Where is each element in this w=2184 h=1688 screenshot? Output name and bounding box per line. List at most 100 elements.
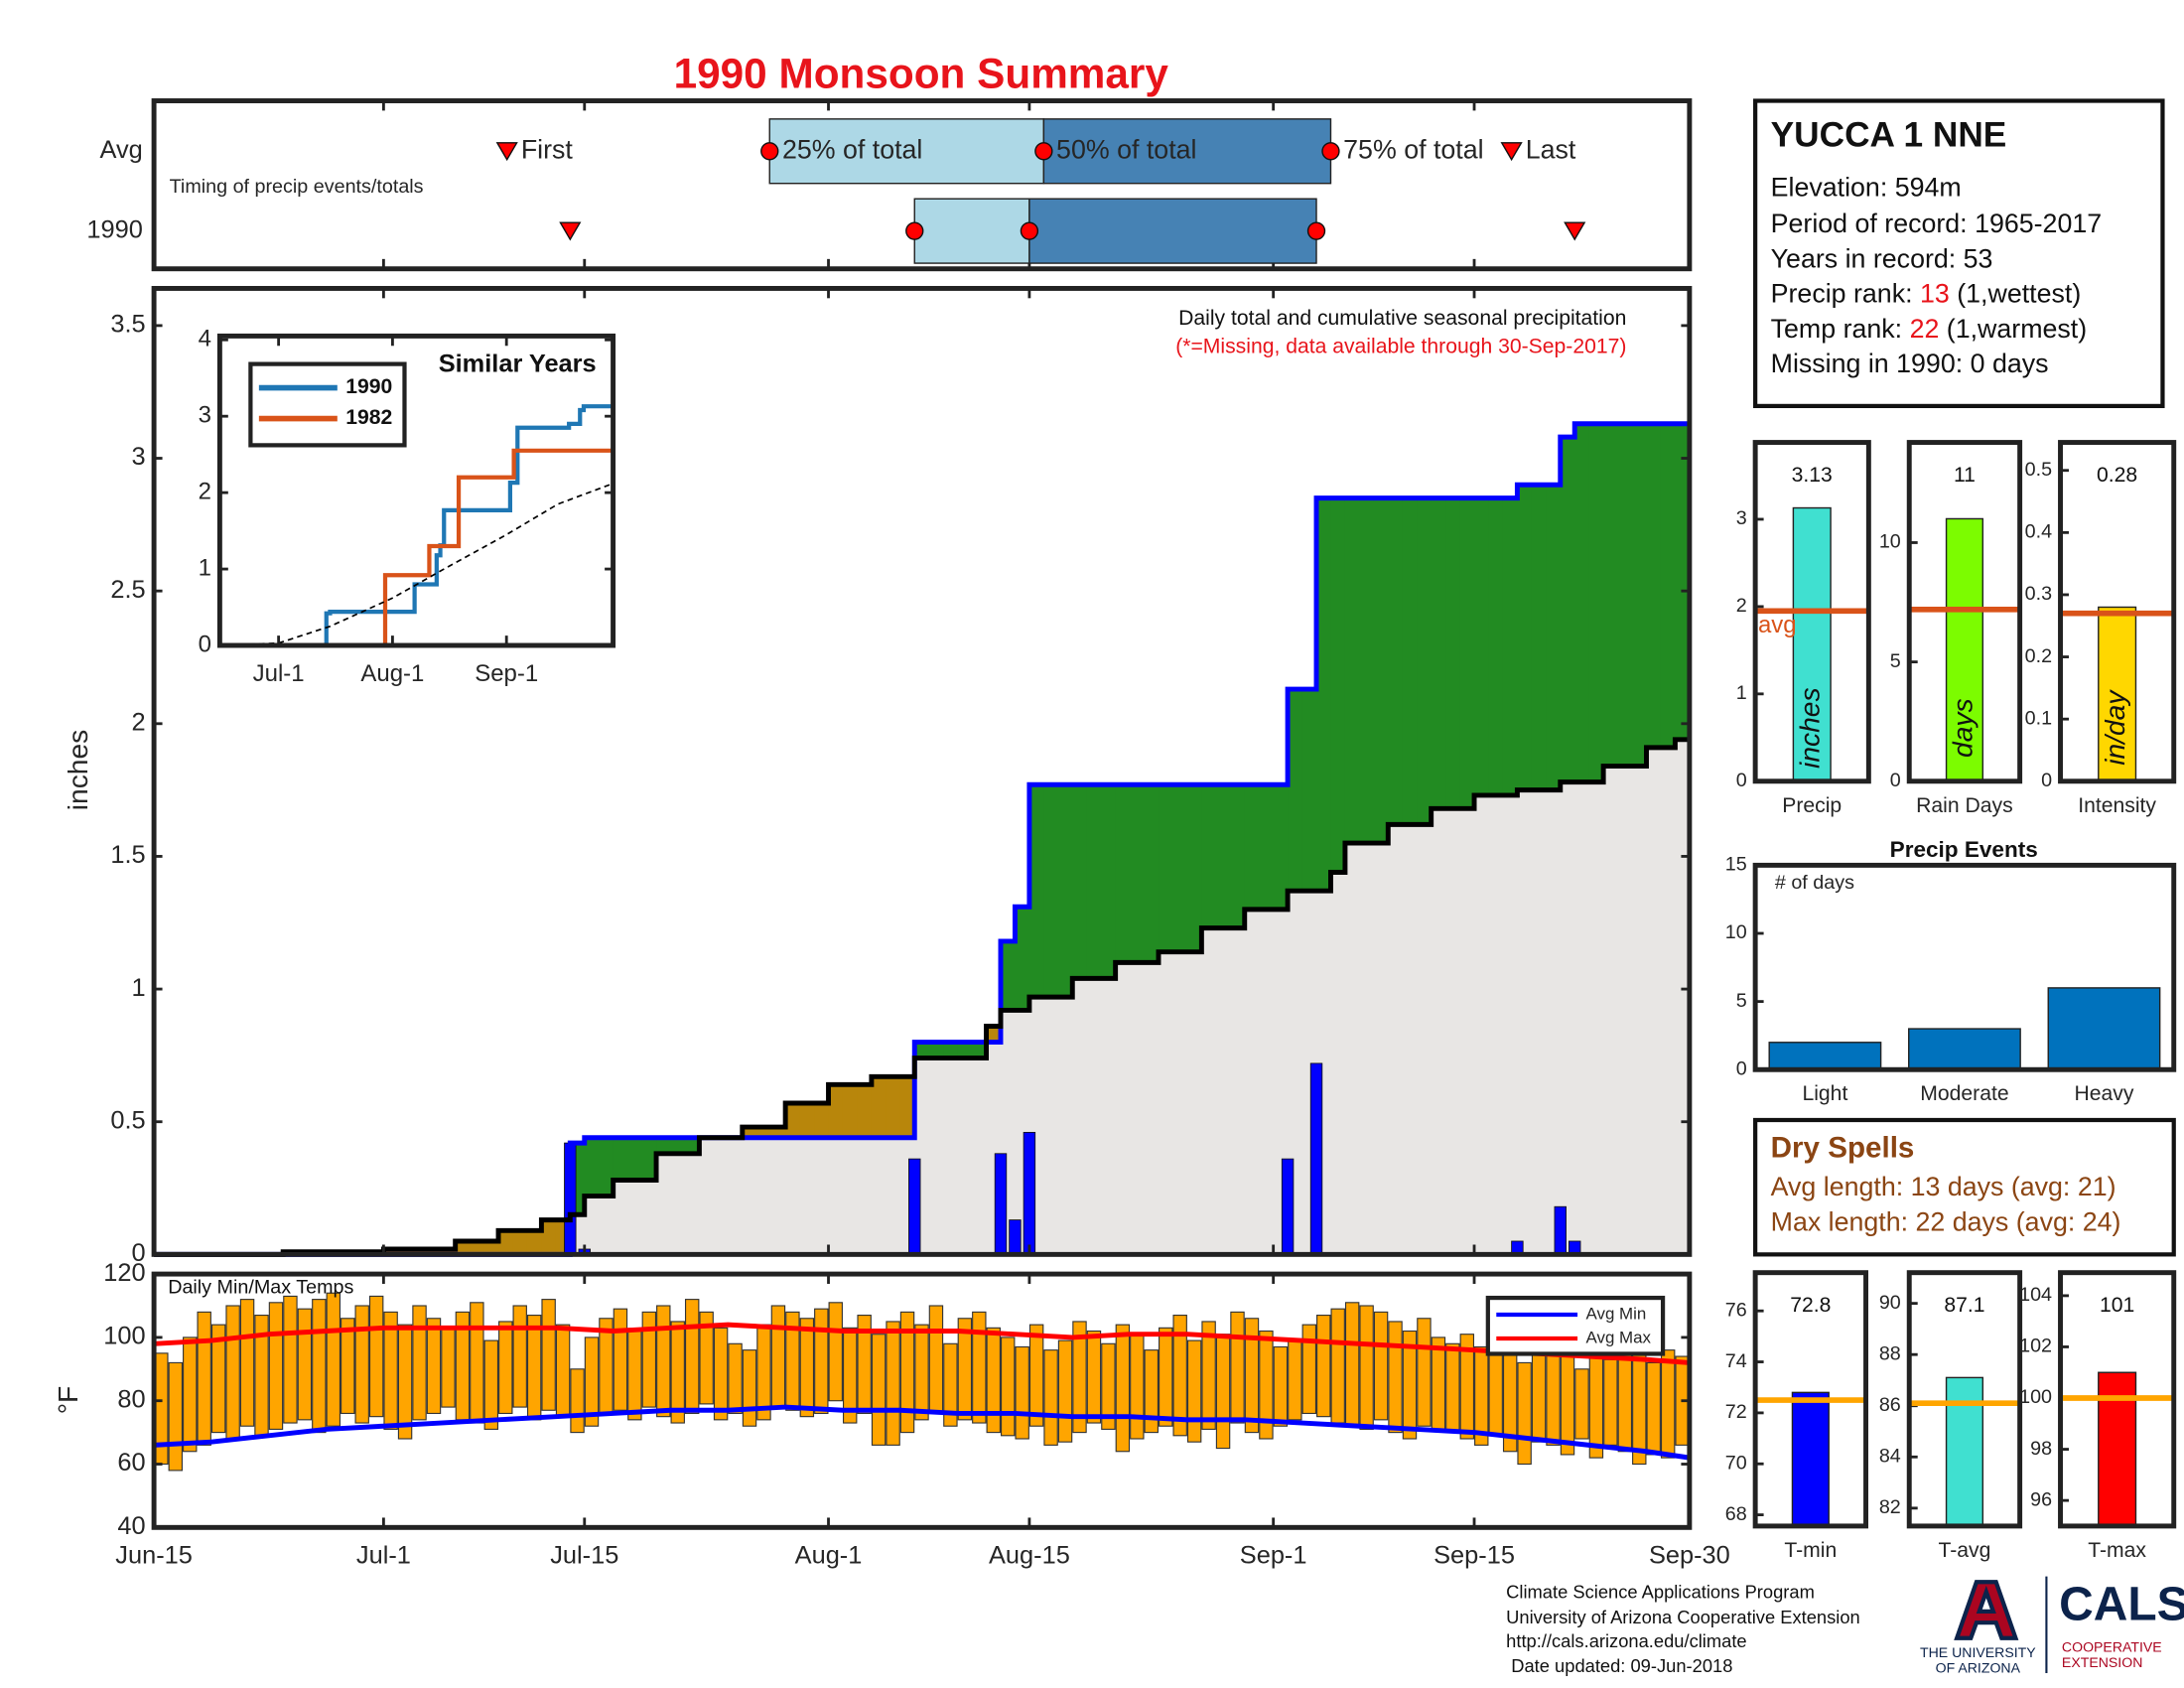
temp-range-bar xyxy=(225,1305,240,1440)
y-tick-label: 10 xyxy=(1725,921,1747,943)
difference-fill xyxy=(684,1137,700,1154)
y-tick-label: 3 xyxy=(1736,507,1747,529)
legend-box xyxy=(248,361,407,448)
base-fill xyxy=(1172,951,1188,1255)
page-title: 1990 Monsoon Summary xyxy=(674,51,1169,97)
ua-logo xyxy=(1954,1580,2019,1640)
base-fill xyxy=(627,1180,643,1255)
temp-range-bar xyxy=(1445,1342,1460,1434)
temp-range-bar xyxy=(1373,1311,1389,1421)
dry-spells-box xyxy=(1753,1117,2176,1257)
marker-label: 25% of total xyxy=(782,134,922,164)
timing-box-light xyxy=(913,198,1030,264)
y-tick-label: 2 xyxy=(1736,595,1747,617)
timing-note: Timing of precip events/totals xyxy=(170,176,424,198)
difference-fill xyxy=(1028,784,1044,998)
temp-range-bar xyxy=(326,1292,341,1427)
temp-range-bar xyxy=(857,1315,872,1415)
panel-frame xyxy=(1906,440,2023,784)
difference-fill xyxy=(1115,784,1131,963)
bar xyxy=(1768,1042,1882,1070)
temp-range-bar xyxy=(1028,1324,1044,1427)
y-tick-label: 0 xyxy=(132,1239,146,1267)
marker-label: 75% of total xyxy=(1343,134,1483,164)
daily-bar xyxy=(908,1158,921,1255)
y-tick-label: 2 xyxy=(132,709,146,737)
temp-range-bar xyxy=(928,1305,944,1415)
difference-fill xyxy=(512,1230,528,1255)
station-box xyxy=(1753,98,2165,409)
x-tick-label: Jul-1 xyxy=(253,660,305,687)
y-tick-label: 74 xyxy=(1725,1350,1747,1372)
difference-fill xyxy=(770,1127,786,1138)
base-fill xyxy=(1660,747,1676,1255)
temp-range-bar xyxy=(1517,1361,1532,1466)
temp-range-bar xyxy=(1316,1315,1331,1418)
row-label: Avg xyxy=(100,136,143,164)
y-tick-label: 82 xyxy=(1879,1496,1901,1518)
temp-range-bar xyxy=(1101,1342,1116,1430)
legend-label: 1990 xyxy=(345,375,392,398)
temp-range-bar xyxy=(684,1299,700,1415)
difference-fill xyxy=(498,1230,514,1255)
temp-range-bar xyxy=(368,1295,384,1418)
y-tick-label: 90 xyxy=(1879,1292,1901,1314)
base-fill xyxy=(641,1180,657,1255)
base-fill xyxy=(1201,927,1217,1255)
difference-fill xyxy=(914,1042,930,1058)
base-fill xyxy=(1144,962,1160,1255)
y-tick-label: 0 xyxy=(1736,770,1747,791)
temp-range-bar xyxy=(1159,1327,1173,1427)
difference-fill xyxy=(1130,784,1146,963)
temp-range-bar xyxy=(656,1305,671,1418)
y-tick-label: 0 xyxy=(1890,770,1901,791)
base-fill xyxy=(1230,927,1246,1255)
station-line: Period of record: 1965-2017 xyxy=(1771,209,2103,238)
bar xyxy=(1791,1391,1830,1527)
difference-fill xyxy=(1445,497,1461,809)
base-fill xyxy=(1086,978,1102,1255)
avg-line xyxy=(153,1322,1691,1365)
base-fill xyxy=(1646,747,1662,1255)
x-tick-label: Jul-15 xyxy=(550,1542,618,1570)
temp-range-bar xyxy=(1588,1345,1604,1459)
base-fill xyxy=(1259,909,1275,1255)
temp-range-bar xyxy=(570,1368,585,1434)
daily-bar xyxy=(1554,1205,1567,1255)
difference-fill xyxy=(986,1026,1002,1043)
base-fill xyxy=(699,1137,715,1255)
temp-range-bar xyxy=(1144,1349,1159,1434)
temp-range-bar xyxy=(613,1308,628,1411)
quartile-marker xyxy=(905,221,924,240)
daily-bar xyxy=(1009,1219,1022,1255)
base-fill xyxy=(1617,766,1633,1255)
temp-range-bar xyxy=(197,1311,211,1446)
y-axis-label: # of days xyxy=(1775,872,1854,894)
difference-fill xyxy=(928,1042,944,1058)
difference-fill xyxy=(1402,497,1418,825)
chart-title: Similar Years xyxy=(439,351,597,378)
base-fill xyxy=(1488,794,1504,1255)
difference-fill xyxy=(1660,423,1676,748)
base-fill xyxy=(742,1137,757,1255)
y-tick-label: 100 xyxy=(103,1323,145,1350)
base-fill xyxy=(684,1153,700,1255)
difference-fill xyxy=(1330,497,1346,873)
difference-fill xyxy=(756,1127,772,1138)
quartile-marker xyxy=(760,142,779,161)
temp-range-bar xyxy=(1646,1361,1661,1456)
y-tick-label: 0.3 xyxy=(2025,583,2052,605)
difference-fill xyxy=(412,1249,428,1255)
temp-range-bar xyxy=(943,1342,958,1427)
panel-frame xyxy=(1906,1270,2023,1529)
y-tick-label: 10 xyxy=(1879,531,1901,553)
panel-frame xyxy=(151,285,1693,1257)
x-tick-label: T-max xyxy=(2088,1539,2146,1562)
temp-range-bar xyxy=(1201,1321,1216,1430)
logo-text: COOPERATIVE xyxy=(2062,1638,2162,1654)
y-tick-label: 1.5 xyxy=(110,841,145,869)
temp-range-bar xyxy=(1388,1321,1403,1434)
value-label: 3.13 xyxy=(1792,464,1833,487)
chart-title: Daily total and cumulative seasonal prec… xyxy=(1178,307,1626,330)
temp-range-bar xyxy=(426,1318,442,1415)
